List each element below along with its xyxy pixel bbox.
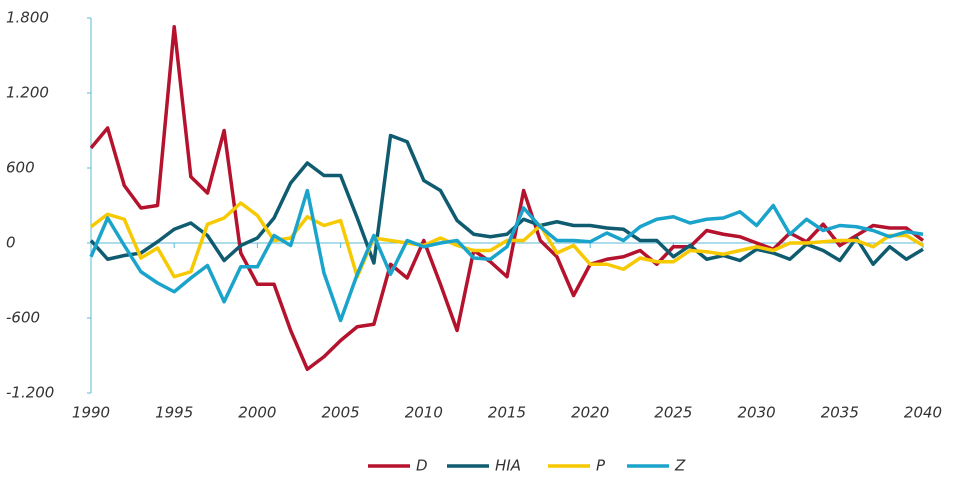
y-tick-label: 1.200 [6,84,49,102]
legend-label: HIA [495,457,521,475]
y-tick-label: 1.800 [6,9,49,27]
x-tick-label: 2005 [322,404,360,422]
x-tick-label: 1995 [155,404,193,422]
x-tick-label: 1990 [72,404,110,422]
x-tick-label: 2025 [654,404,692,422]
legend-label: P [596,457,606,475]
x-tick-label: 2000 [238,404,276,422]
x-tick-label: 2030 [738,404,776,422]
series-line [89,25,925,371]
legend-label: D [416,457,428,475]
legend-label: Z [674,457,686,475]
x-tick-label: 2010 [405,404,443,422]
series-line [89,201,924,279]
x-tick-label: 2040 [904,404,942,422]
x-tick-label: 2035 [821,404,859,422]
series-line [89,133,924,266]
y-tick-label: 0 [6,234,16,252]
y-tick-label: -1.200 [6,384,54,402]
y-tick-label: 600 [6,159,35,177]
x-tick-label: 2015 [488,404,526,422]
x-tick-label: 2020 [571,404,609,422]
series-line [89,188,924,323]
y-tick-label: -600 [6,309,40,327]
